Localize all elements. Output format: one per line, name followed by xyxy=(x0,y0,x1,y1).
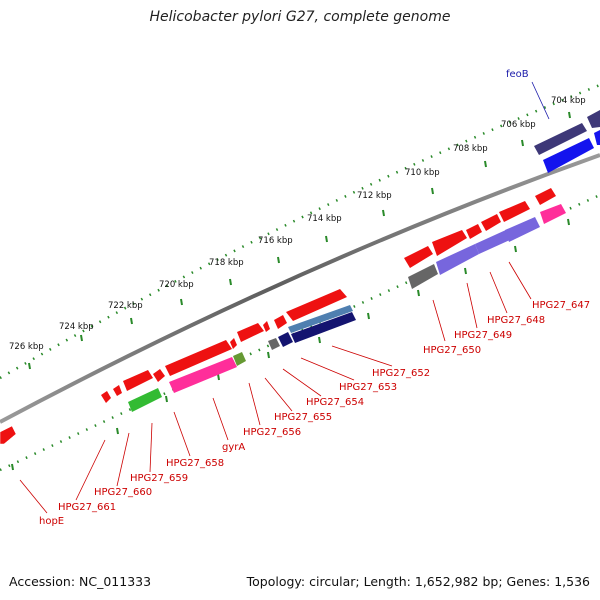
gene-feature[interactable] xyxy=(534,123,587,155)
gene-feature[interactable] xyxy=(278,332,293,347)
reverse-strand-genes xyxy=(128,130,600,412)
gene-label: HPG27_661 xyxy=(58,502,116,513)
gene-feature[interactable] xyxy=(233,352,246,366)
tick-label: 716 kbp xyxy=(258,236,293,246)
gene-feature[interactable] xyxy=(432,230,467,256)
label-leader-line-blue xyxy=(531,81,550,120)
label-leader-lines xyxy=(19,261,532,514)
tick-label: 708 kbp xyxy=(453,144,488,154)
gene-feature[interactable] xyxy=(499,201,530,222)
gene-feature[interactable] xyxy=(153,369,165,382)
tick-label: 712 kbp xyxy=(357,191,392,201)
gene-feature[interactable] xyxy=(288,305,353,333)
gene-label: HPG27_648 xyxy=(487,315,545,326)
gene-feature[interactable] xyxy=(291,312,356,343)
outer-tick-marks xyxy=(28,111,571,370)
gene-feature[interactable] xyxy=(101,391,111,403)
gene-feature[interactable] xyxy=(113,385,122,396)
page-title: Helicobacter pylori G27, complete genome xyxy=(149,9,451,25)
tick-label: 714 kbp xyxy=(307,214,342,224)
gene-feature[interactable] xyxy=(404,246,433,268)
gene-feature[interactable] xyxy=(169,357,237,393)
gene-label: HPG27_658 xyxy=(166,458,224,469)
gene-feature[interactable] xyxy=(466,224,482,239)
gene-label: HPG27_650 xyxy=(423,345,481,356)
accession-text: Accession: NC_011333 xyxy=(9,574,152,589)
gene-feature[interactable] xyxy=(436,244,479,275)
gene-label: HPG27_656 xyxy=(243,427,301,438)
tick-label: 722 kbp xyxy=(108,301,143,311)
gene-feature[interactable] xyxy=(274,315,287,329)
inner-tick-marks xyxy=(11,218,570,471)
gene-label: hopE xyxy=(39,516,64,527)
gene-feature[interactable] xyxy=(540,204,566,224)
gene-feature[interactable] xyxy=(505,217,540,242)
tick-label: 726 kbp xyxy=(9,342,44,352)
tick-label: 706 kbp xyxy=(501,120,536,130)
gene-label: HPG27_655 xyxy=(274,412,332,423)
gene-feature[interactable] xyxy=(587,110,600,128)
gene-feature[interactable] xyxy=(481,214,501,231)
tick-label: 704 kbp xyxy=(551,96,586,106)
tick-label: 720 kbp xyxy=(159,280,194,290)
gene-label: HPG27_660 xyxy=(94,487,152,498)
gene-feature[interactable] xyxy=(0,425,17,445)
gene-label: HPG27_652 xyxy=(372,368,430,379)
gene-feature[interactable] xyxy=(165,340,232,376)
gene-feature[interactable] xyxy=(123,370,153,391)
gene-label: gyrA xyxy=(222,442,245,453)
tick-label: 718 kbp xyxy=(209,258,244,268)
gene-feature[interactable] xyxy=(128,388,162,412)
gene-feature[interactable] xyxy=(237,323,264,342)
gene-feature[interactable] xyxy=(543,138,594,173)
gene-label: HPG27_647 xyxy=(532,300,590,311)
gene-feature[interactable] xyxy=(263,321,270,332)
gene-feature[interactable] xyxy=(594,130,600,145)
forward-strand-genes xyxy=(0,110,600,445)
gene-feature[interactable] xyxy=(535,188,556,205)
gene-label: HPG27_653 xyxy=(339,382,397,393)
tick-label: 724 kbp xyxy=(59,322,94,332)
gene-label: feoB xyxy=(506,69,529,80)
gene-label: HPG27_654 xyxy=(306,397,364,408)
gene-label: HPG27_649 xyxy=(454,330,512,341)
tick-label: 710 kbp xyxy=(405,168,440,178)
genome-backbone xyxy=(0,153,600,424)
gene-feature[interactable] xyxy=(408,264,438,289)
genome-summary-text: Topology: circular; Length: 1,652,982 bp… xyxy=(246,574,590,589)
gene-label: HPG27_659 xyxy=(130,473,188,484)
gene-feature[interactable] xyxy=(286,289,347,321)
gene-feature[interactable] xyxy=(230,338,237,349)
gene-feature[interactable] xyxy=(268,338,280,350)
gene-feature[interactable] xyxy=(475,229,512,254)
